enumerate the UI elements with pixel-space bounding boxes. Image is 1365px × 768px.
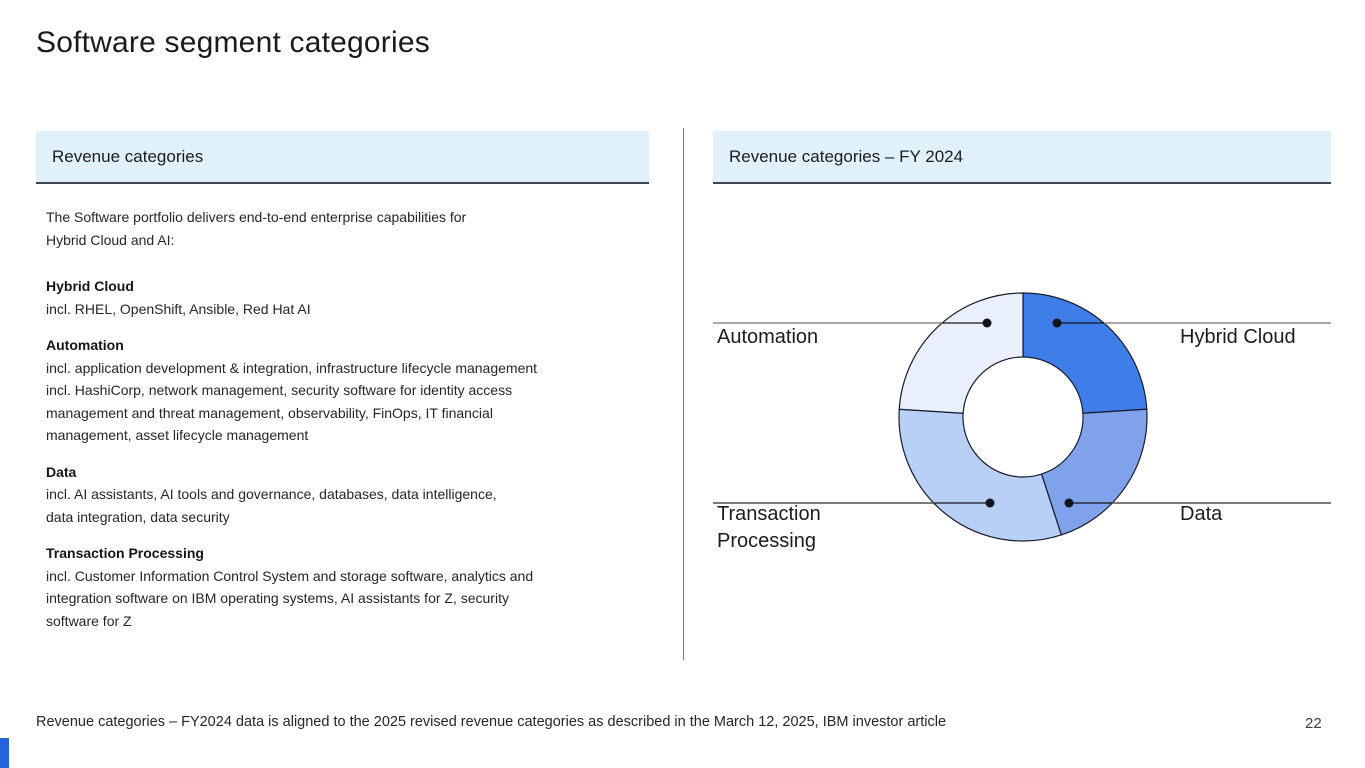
panel-divider: [683, 128, 684, 660]
right-panel-header-label: Revenue categories – FY 2024: [729, 146, 964, 166]
page-title: Software segment categories: [36, 26, 430, 59]
left-panel-header: Revenue categories: [36, 131, 649, 184]
revenue-donut-chart: Automation Hybrid Cloud Transaction Process…: [713, 292, 1331, 552]
revenue-donut-chart-area: Automation Hybrid Cloud Transaction Process…: [713, 190, 1331, 660]
slice-label-automation: Automation: [717, 326, 818, 348]
callout-dot: [1052, 318, 1062, 328]
right-panel-header: Revenue categories – FY 2024: [713, 131, 1331, 184]
donut-slice-automation: [898, 292, 1024, 414]
category-section: Hybrid Cloud incl. RHEL, OpenShift, Ansib…: [46, 275, 668, 320]
donut-slice-hybrid-cloud: [1022, 292, 1148, 414]
slide-accent-bar: [0, 738, 9, 768]
callout-dot: [985, 498, 995, 508]
left-panel-header-label: Revenue categories: [52, 146, 204, 166]
callout-dot: [982, 318, 992, 328]
category-description: incl. RHEL, OpenShift, Ansible, Red Hat …: [46, 300, 311, 317]
category-title: Hybrid Cloud: [46, 278, 134, 294]
page-number: 22: [1305, 715, 1322, 732]
slice-label-transaction-processing: Transaction: [717, 503, 821, 525]
category-description: incl. Customer Information Control Syste…: [46, 567, 534, 629]
slice-label-transaction-processing: Processing: [717, 530, 816, 552]
category-section: Transaction Processing incl. Customer Inf…: [46, 542, 668, 632]
category-description: incl. AI assistants, AI tools and govern…: [46, 486, 497, 525]
donut-slice-data: [1040, 408, 1148, 536]
slice-label-hybrid-cloud: Hybrid Cloud: [1180, 326, 1296, 348]
category-section: Data incl. AI assistants, AI tools and go…: [46, 461, 668, 529]
category-sections: Hybrid Cloud incl. RHEL, OpenShift, Ansib…: [46, 275, 668, 632]
intro-paragraph: The Software portfolio delivers end-to-e…: [46, 209, 467, 248]
donut-slice-transaction-processing: [898, 408, 1062, 542]
category-description: incl. application development & integrat…: [46, 359, 538, 444]
category-title: Data: [46, 463, 77, 480]
left-panel-body: The Software portfolio delivers end-to-e…: [46, 198, 668, 646]
slice-label-data: Data: [1180, 503, 1223, 525]
category-title: Automation: [46, 337, 124, 353]
callout-dot: [1064, 498, 1074, 508]
category-section: Automation incl. application development …: [46, 334, 668, 447]
category-title: Transaction Processing: [46, 545, 204, 561]
footnote: Revenue categories – FY2024 data is alig…: [36, 714, 947, 730]
